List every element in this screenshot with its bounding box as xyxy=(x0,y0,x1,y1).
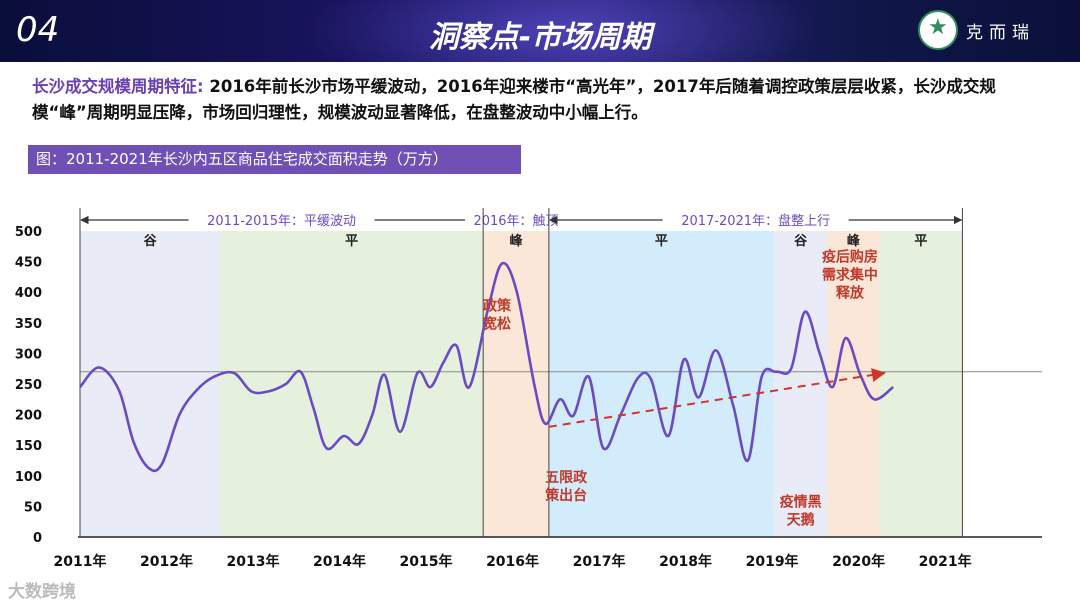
phase-band-label: 平 xyxy=(914,234,927,249)
annotation-line: 策出台 xyxy=(544,487,587,504)
x-tick-label: 2018年 xyxy=(659,553,712,570)
phase-band xyxy=(220,231,484,537)
phase-band-label: 平 xyxy=(345,234,358,249)
annotation-line: 释放 xyxy=(836,285,865,302)
trendline-arrow xyxy=(548,368,886,428)
section-number: 04 xyxy=(16,10,60,50)
brand-name: 克而瑞 xyxy=(966,23,1035,43)
y-tick-label: 450 xyxy=(15,256,42,271)
x-tick-label: 2012年 xyxy=(140,553,193,570)
summary-paragraph: 长沙成交规模周期特征: 2016年前长沙市场平缓波动，2016年迎来楼市“高光年… xyxy=(32,74,1052,126)
x-tick-label: 2014年 xyxy=(313,553,366,570)
annotation-line: 天鹅 xyxy=(787,511,815,528)
header-banner: 04 洞察点-市场周期 ★ 克而瑞 xyxy=(0,0,1080,62)
summary-text: 2016年前长沙市场平缓波动，2016年迎来楼市“高光年”，2017年后随着调控… xyxy=(32,77,996,122)
period-label-bg xyxy=(465,209,568,231)
y-tick-label: 100 xyxy=(15,470,42,485)
x-tick-label: 2011年 xyxy=(54,553,107,570)
phase-band-label: 峰 xyxy=(510,233,524,249)
annotation-line: 需求集中 xyxy=(822,267,878,284)
annotation-line: 疫后购房 xyxy=(822,249,878,266)
chart-annotation: 政策宽松 xyxy=(483,298,512,333)
x-tick-label: 2021年 xyxy=(919,553,972,570)
annotation-line: 疫情黑 xyxy=(780,493,822,510)
phase-band-label: 谷 xyxy=(794,233,808,249)
y-tick-label: 300 xyxy=(15,347,42,362)
phase-band xyxy=(548,231,774,537)
x-tick-label: 2015年 xyxy=(400,553,453,570)
phase-band xyxy=(827,231,880,537)
x-tick-label: 2019年 xyxy=(746,553,799,570)
annotation-line: 宽松 xyxy=(483,316,511,333)
y-tick-label: 200 xyxy=(15,409,42,424)
phase-band xyxy=(483,231,549,537)
x-tick-label: 2016年 xyxy=(486,553,539,570)
x-tick-label: 2020年 xyxy=(832,553,885,570)
chart-annotation: 疫情黑天鹅 xyxy=(780,493,822,528)
x-tick-label: 2017年 xyxy=(573,553,626,570)
phase-band-label: 平 xyxy=(655,234,668,249)
y-tick-label: 150 xyxy=(15,439,42,454)
annotation-line: 政策 xyxy=(483,298,512,315)
summary-lead: 长沙成交规模周期特征: xyxy=(32,77,204,96)
phase-band-label: 谷 xyxy=(144,233,158,249)
y-tick-label: 250 xyxy=(15,378,42,393)
company-logo-icon: ★ xyxy=(918,10,958,50)
period-label-bg xyxy=(188,209,375,231)
phase-band xyxy=(80,231,221,537)
period-label: 2011-2015年：平缓波动 xyxy=(207,214,356,229)
period-label: 2016年：触顶 xyxy=(473,214,558,229)
x-tick-label: 2013年 xyxy=(227,553,280,570)
phase-band-label: 峰 xyxy=(847,233,861,249)
y-tick-label: 0 xyxy=(33,531,42,546)
period-label-bg xyxy=(662,209,849,231)
y-tick-label: 500 xyxy=(15,225,42,240)
page-title: 洞察点-市场周期 xyxy=(428,20,652,55)
y-tick-label: 350 xyxy=(15,317,42,332)
series-line xyxy=(79,261,895,473)
annotation-line: 五限政 xyxy=(545,469,588,486)
header-glow xyxy=(300,0,820,62)
chart-annotation: 疫后购房需求集中释放 xyxy=(822,249,878,302)
chart-caption: 图：2011-2021年长沙内五区商品住宅成交面积走势（万方） xyxy=(28,145,521,174)
y-tick-label: 50 xyxy=(24,500,42,515)
chart-annotation: 五限政策出台 xyxy=(544,469,588,504)
watermark: 大数跨境 xyxy=(8,582,76,602)
phase-band xyxy=(879,231,963,537)
y-tick-label: 400 xyxy=(15,286,42,301)
period-label: 2017-2021年：盘整上行 xyxy=(681,213,830,229)
